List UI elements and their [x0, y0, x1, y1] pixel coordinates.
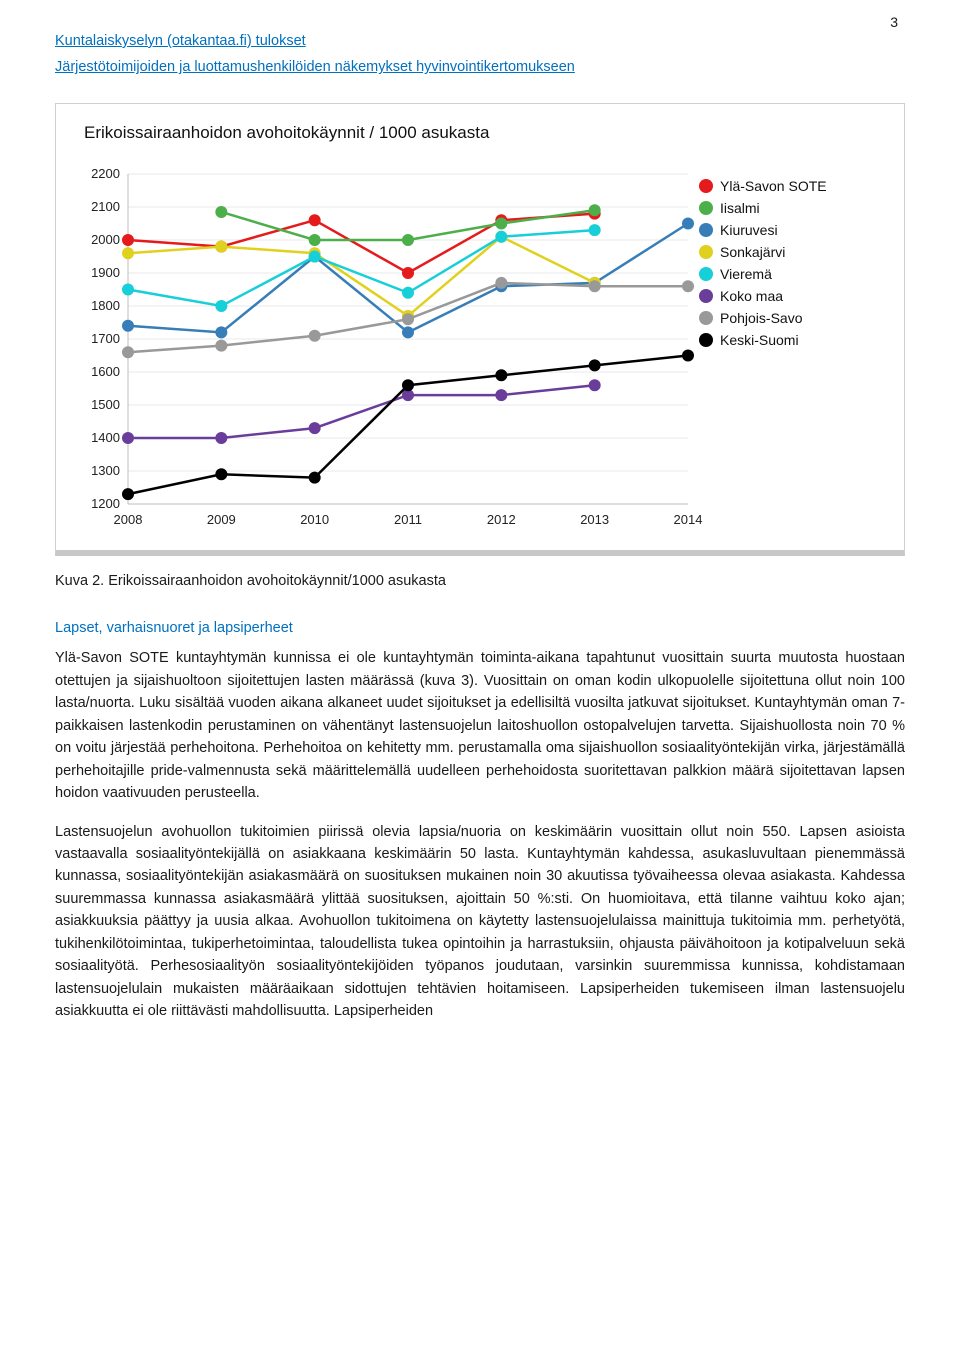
svg-text:Vieremä: Vieremä [720, 266, 772, 282]
svg-text:2100: 2100 [91, 199, 120, 214]
line-chart: 1200 1300 1400 1500 1600 1700 1800 1900 2000 2100… [66, 164, 886, 544]
section-heading-children: Lapset, varhaisnuoret ja lapsiperheet [55, 617, 905, 639]
svg-text:Koko maa: Koko maa [720, 288, 783, 304]
svg-text:2012: 2012 [487, 512, 516, 527]
svg-text:2008: 2008 [114, 512, 143, 527]
chart-title: Erikoissairaanhoidon avohoitokäynnit / 1… [84, 120, 894, 146]
body-paragraph-2: Lastensuojelun avohuollon tukitoimien pi… [55, 821, 905, 1023]
svg-text:1700: 1700 [91, 331, 120, 346]
svg-text:2009: 2009 [207, 512, 236, 527]
svg-text:Sonkajärvi: Sonkajärvi [720, 244, 785, 260]
svg-text:Kiuruvesi: Kiuruvesi [720, 222, 778, 238]
svg-text:1200: 1200 [91, 496, 120, 511]
page-number: 3 [890, 12, 898, 34]
caption-text: Erikoissairaanhoidon avohoitokäynnit/100… [108, 573, 446, 589]
figure-caption: Kuva 2. Erikoissairaanhoidon avohoitokäy… [55, 570, 905, 592]
views-link-line: Järjestötoimijoiden ja luottamushenkilöi… [55, 56, 905, 78]
survey-results-link[interactable]: Kuntalaiskyselyn (otakantaa.fi) tulokset [55, 33, 306, 49]
chart-container: Erikoissairaanhoidon avohoitokäynnit / 1… [55, 103, 905, 556]
svg-text:Pohjois-Savo: Pohjois-Savo [720, 310, 803, 326]
svg-text:2013: 2013 [580, 512, 609, 527]
svg-text:2010: 2010 [300, 512, 329, 527]
svg-text:1500: 1500 [91, 397, 120, 412]
svg-text:1300: 1300 [91, 463, 120, 478]
svg-text:2011: 2011 [394, 512, 422, 527]
svg-text:1900: 1900 [91, 265, 120, 280]
svg-text:2014: 2014 [674, 512, 703, 527]
svg-text:1600: 1600 [91, 364, 120, 379]
caption-label: Kuva 2. [55, 573, 104, 589]
svg-text:2000: 2000 [91, 232, 120, 247]
svg-text:1800: 1800 [91, 298, 120, 313]
survey-link-line: Kuntalaiskyselyn (otakantaa.fi) tulokset [55, 30, 905, 52]
body-paragraph-1: Ylä-Savon SOTE kuntayhtymän kunnissa ei … [55, 647, 905, 804]
svg-text:Keski-Suomi: Keski-Suomi [720, 332, 799, 348]
svg-text:Iisalmi: Iisalmi [720, 200, 760, 216]
svg-text:1400: 1400 [91, 430, 120, 445]
organisation-views-link[interactable]: Järjestötoimijoiden ja luottamushenkilöi… [55, 59, 575, 75]
svg-text:Ylä-Savon SOTE: Ylä-Savon SOTE [720, 178, 827, 194]
svg-text:2200: 2200 [91, 166, 120, 181]
